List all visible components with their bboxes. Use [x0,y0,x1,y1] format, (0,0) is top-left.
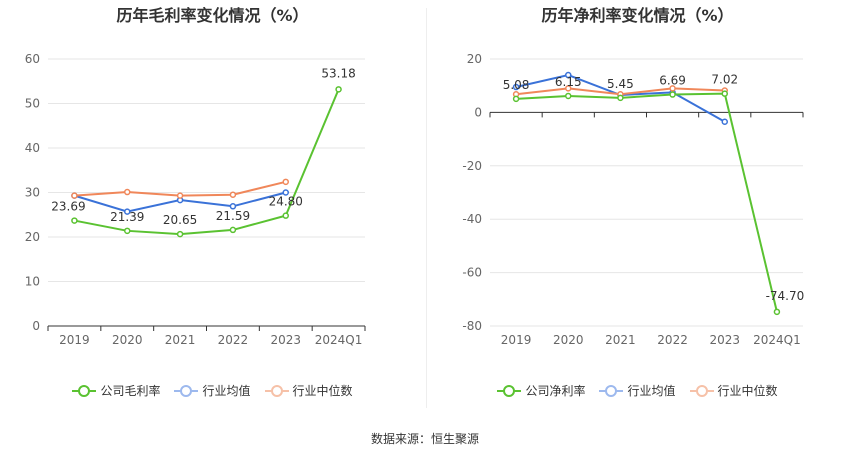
data-label: 21.39 [110,210,144,224]
legend-label: 行业均值 [202,384,251,398]
data-label: 24.80 [269,195,303,209]
data-point [229,203,237,210]
y-tick-label: 50 [25,97,40,111]
data-point [773,308,781,316]
data-point [282,178,289,186]
y-tick-label: 30 [25,186,40,200]
y-tick-label: -20 [462,159,482,173]
data-label: 20.65 [163,213,197,227]
data-point [282,212,289,219]
y-tick-label: 20 [25,230,40,244]
data-label: 6.69 [659,74,686,88]
legend-label: 行业均值 [627,384,676,398]
x-tick-label: 2024Q1 [315,333,363,347]
data-point [282,189,289,196]
data-label: -74.70 [766,289,805,303]
gross-margin-chart-title: 历年毛利率变化情况（%） [116,6,309,25]
y-tick-label: 0 [474,105,482,119]
x-tick-label: 2021 [165,333,196,347]
data-point [229,226,237,234]
gross-margin-chart: 历年毛利率变化情况（%） 0 10 20 30 40 50 60 2019 2020 2021 20… [0,0,425,420]
legend-median-marker-icon [689,384,714,398]
panel-divider [426,8,427,408]
data-label: 7.02 [711,73,738,87]
net-margin-plot: -80 -60 -40 -20 0 20 2019 2020 2021 2022 2023 2024Q… [462,52,805,347]
x-tick-label: 2023 [270,333,301,347]
legend-company-marker-icon [72,384,97,398]
data-point [669,85,676,92]
y-tick-label: -40 [462,212,482,226]
legend-item-industry-mean[interactable]: 行业均值 [174,382,251,399]
legend-item-industry-mean[interactable]: 行业均值 [599,382,676,399]
legend-label: 行业中位数 [717,384,778,398]
data-label: 21.59 [216,209,250,223]
data-point [617,94,624,102]
legend-label: 公司净利率 [525,384,586,398]
x-tick-label: 2020 [553,333,584,347]
x-tick-label: 2022 [218,333,249,347]
data-point [565,71,572,79]
x-tick-label: 2020 [112,333,143,347]
y-tick-label: 20 [467,52,482,66]
data-point [721,118,728,125]
legend-item-industry-median[interactable]: 行业中位数 [689,382,778,399]
data-point [176,230,184,238]
data-point [124,208,131,215]
x-tick-label: 2019 [59,333,90,347]
data-point [335,86,342,93]
x-tick-label: 2023 [709,333,740,347]
y-tick-label: -80 [462,319,482,333]
gross-margin-legend: 公司毛利率 行业均值 行业中位数 [0,382,425,399]
data-point [229,191,237,198]
gross-margin-plot: 0 10 20 30 40 50 60 2019 2020 2021 2022 2023 2024Q1 2… [25,52,366,347]
data-point [565,85,572,92]
x-tick-label: 2022 [657,333,688,347]
y-tick-label: 0 [32,319,40,333]
data-point [71,192,78,199]
legend-item-company-net-margin[interactable]: 公司净利率 [497,382,585,399]
legend-label: 行业中位数 [292,384,353,398]
data-point [512,83,520,91]
data-point [721,90,728,97]
legend-mean-marker-icon [174,384,199,398]
series-line [516,92,778,313]
legend-mean-marker-icon [599,384,624,398]
net-margin-chart: 历年净利率变化情况（%） -80 -60 -40 -20 0 20 2019 2020 2021… [425,0,850,420]
data-point [512,95,520,103]
x-tick-label: 2024Q1 [753,333,801,347]
y-tick-label: 60 [25,52,40,66]
data-point [124,227,131,235]
data-point [669,91,676,98]
data-point [176,192,184,199]
legend-item-industry-median[interactable]: 行业中位数 [264,382,353,399]
data-point [124,188,131,196]
y-tick-label: 40 [25,141,40,155]
data-label: 5.45 [607,77,634,91]
data-label: 6.15 [555,75,582,89]
x-tick-label: 2021 [605,333,636,347]
data-point [565,92,572,100]
series-line [74,88,340,236]
legend-item-company-gross-margin[interactable]: 公司毛利率 [72,382,160,399]
net-margin-chart-title: 历年净利率变化情况（%） [541,6,734,25]
legend-median-marker-icon [264,384,289,398]
net-margin-legend: 公司净利率 行业均值 行业中位数 [425,382,850,399]
y-tick-label: 10 [25,275,40,289]
legend-label: 公司毛利率 [100,384,161,398]
data-label: 23.69 [51,200,85,214]
x-tick-label: 2019 [501,333,532,347]
legend-company-marker-icon [497,384,522,398]
data-label: 53.18 [321,66,355,80]
data-label: 5.08 [503,78,530,92]
data-source-note: 数据来源：恒生聚源 [370,432,479,446]
y-tick-label: -60 [462,266,482,280]
data-point [71,217,78,224]
